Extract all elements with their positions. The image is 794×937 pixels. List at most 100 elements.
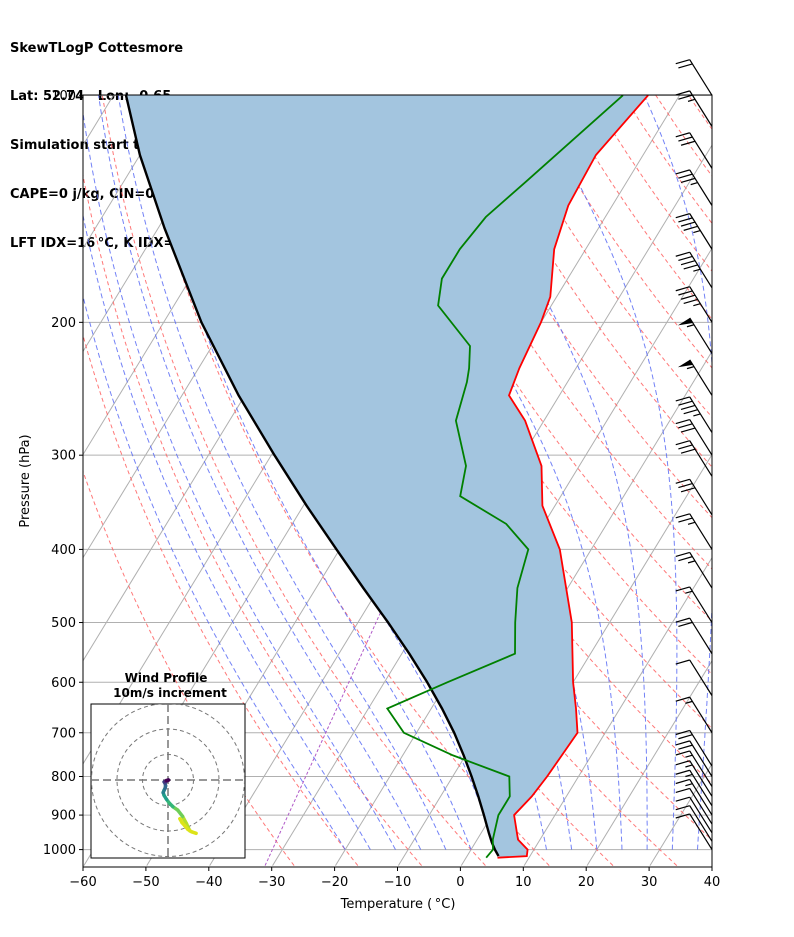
y-tick-label: 400 <box>51 543 76 558</box>
barb-full <box>680 448 696 454</box>
barb-full <box>680 177 696 183</box>
wind-barb <box>675 740 713 777</box>
barb-staff <box>689 59 713 96</box>
wind-barb <box>675 769 713 807</box>
barb-full <box>675 796 690 802</box>
dry-adiabat <box>427 95 712 519</box>
wind-barb <box>675 696 713 734</box>
barb-full <box>678 621 693 627</box>
barb-full <box>678 400 693 406</box>
barb-staff <box>689 317 713 354</box>
barb-staff <box>689 779 713 816</box>
barb-full <box>675 551 690 557</box>
barb-staff <box>689 359 713 396</box>
wind-barb <box>675 132 713 169</box>
barb-flag <box>677 317 693 326</box>
barb-full <box>680 294 696 300</box>
barb-full <box>680 487 696 493</box>
inset-subtitle: 10m/s increment <box>113 686 227 700</box>
dry-adiabat <box>83 470 295 866</box>
x-tick-label: 40 <box>704 875 721 890</box>
temperature-line <box>497 95 649 859</box>
barb-half <box>686 324 695 328</box>
wind-barb <box>675 796 713 834</box>
wind-barb <box>675 90 713 127</box>
wind-barb <box>675 659 713 696</box>
barb-staff <box>689 552 713 589</box>
wind-barb <box>675 440 713 477</box>
barb-half <box>693 230 701 234</box>
barb-full <box>678 290 693 296</box>
barb-flag <box>677 359 693 368</box>
isotherm <box>83 95 177 250</box>
dry-adiabat <box>557 95 712 320</box>
barb-full <box>675 169 690 175</box>
wind-barb <box>677 317 713 354</box>
x-axis-label: Temperature ( °C) <box>340 897 456 912</box>
wind-profile-inset: Wind Profile 10m/s increment <box>90 671 246 859</box>
barb-full <box>680 221 696 227</box>
wind-barb <box>675 813 713 850</box>
barb-staff <box>689 659 713 696</box>
moist-adiabat <box>117 95 447 850</box>
barb-staff <box>689 805 713 842</box>
inset-title: Wind Profile <box>125 671 208 685</box>
barb-full <box>678 517 693 523</box>
cape-area <box>126 95 649 858</box>
wind-barb <box>677 359 713 396</box>
isotherm <box>776 95 794 865</box>
dry-adiabat <box>721 95 794 865</box>
barb-half <box>693 413 701 417</box>
barb-half <box>685 700 693 704</box>
barb-half <box>693 268 701 272</box>
barb-staff <box>689 169 713 206</box>
barb-half <box>687 560 696 564</box>
x-tick-label: −50 <box>132 875 159 890</box>
barb-staff <box>689 760 713 797</box>
x-tick-label: 30 <box>641 875 658 890</box>
moist-adiabat <box>83 212 371 850</box>
wind-barb <box>675 513 713 550</box>
dry-adiabat <box>199 95 678 866</box>
title-station: SkewTLogP Cottesmore <box>10 40 184 56</box>
isotherm <box>83 95 240 353</box>
x-tick-label: −20 <box>321 875 348 890</box>
x-tick-label: 10 <box>515 875 532 890</box>
y-axis-label: Pressure (hPa) <box>18 434 33 527</box>
wind-barb <box>675 760 713 797</box>
wind-barb <box>675 750 713 787</box>
dry-adiabat <box>655 95 712 177</box>
barb-staff <box>689 440 713 477</box>
barb-staff <box>689 396 713 433</box>
dry-adiabat <box>754 95 794 865</box>
y-tick-label: 1000 <box>43 843 76 858</box>
wind-barb <box>675 286 713 323</box>
x-tick-label: −30 <box>258 875 285 890</box>
barb-full <box>675 659 690 665</box>
dewpoint-line <box>385 95 624 859</box>
isotherm <box>586 659 712 866</box>
barb-staff <box>689 796 713 834</box>
dry-adiabat <box>460 95 712 468</box>
x-tick-label: −10 <box>384 875 411 890</box>
barb-full <box>675 778 690 785</box>
barb-staff <box>689 478 713 516</box>
barb-full <box>678 136 693 142</box>
wind-barb <box>675 729 713 767</box>
barb-staff <box>689 617 713 655</box>
barb-full <box>678 482 693 489</box>
barb-staff <box>689 419 713 456</box>
barb-staff <box>689 740 713 777</box>
barb-full <box>675 286 690 292</box>
barb-half <box>693 303 701 307</box>
isotherm <box>713 95 794 865</box>
barb-full <box>675 513 690 519</box>
barb-full <box>683 264 698 270</box>
barb-full <box>680 140 696 146</box>
barb-full <box>678 556 693 562</box>
barb-full <box>680 427 696 433</box>
barb-full <box>683 225 698 231</box>
barb-full <box>678 255 693 262</box>
hodograph-segment <box>189 830 198 836</box>
